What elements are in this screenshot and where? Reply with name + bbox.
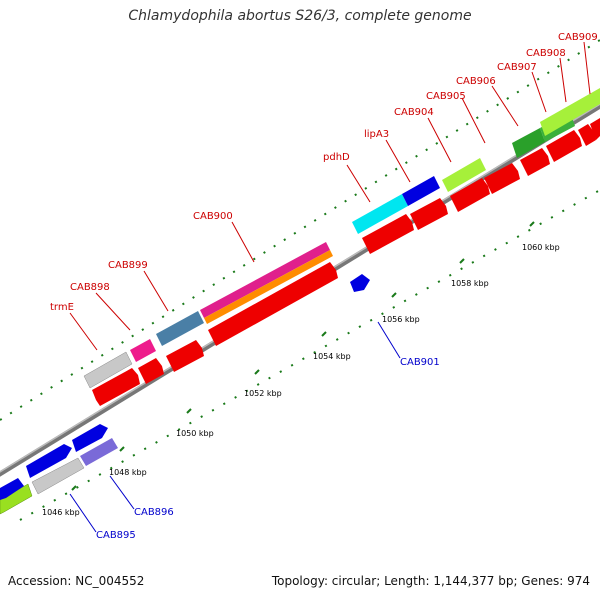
forward-labels: trmE CAB898 CAB899 CAB900 pdhD lipA3 CAB… [50,32,598,313]
major-tick [186,408,192,414]
gene-arrow [362,214,414,254]
gene-label-CAB905: CAB905 [426,91,466,102]
major-tick [71,485,77,491]
gene-label-trmE: trmE [50,302,74,313]
gene-arrow [138,358,164,384]
gene-block [402,176,440,206]
scale-label: 1052 kbp [244,389,282,398]
gene-arrow [166,340,204,372]
gene-block [512,128,545,158]
scale-label: 1054 kbp [313,352,351,361]
scale-label: 1056 kbp [382,315,420,324]
scale-label: 1060 kbp [522,243,560,252]
gene-block [442,158,486,192]
major-tick [119,446,125,452]
topology-stats: Topology: circular; Length: 1,144,377 bp… [271,574,590,588]
gene-label-CAB906: CAB906 [456,76,496,87]
scale-label: 1048 kbp [109,468,147,477]
gene-arrow [26,444,72,478]
major-tick [254,369,260,375]
scale-labels: 1046 kbp 1048 kbp 1050 kbp 1052 kbp 1054… [42,243,560,517]
forward-strand-genes [0,88,600,515]
gene-block [0,483,33,515]
gene-label-lipA3: lipA3 [364,129,389,140]
gene-label-CAB909: CAB909 [558,32,598,43]
gene-block [204,250,333,324]
major-tick [321,331,327,337]
gene-arrow [520,148,550,176]
gene-label-CAB899: CAB899 [108,260,148,271]
gene-arrow [72,424,108,452]
gene-label-CAB904: CAB904 [394,107,434,118]
scale-label: 1050 kbp [176,429,214,438]
reverse-callouts [69,321,401,533]
major-tick [391,292,397,298]
forward-callouts [69,41,591,351]
gene-block [352,194,408,234]
reverse-labels: CAB895 CAB896 CAB901 [96,357,440,541]
reverse-strand-genes [0,274,370,500]
gene-block [156,311,204,346]
scale-label: 1046 kbp [42,508,80,517]
accession-text: Accession: NC_004552 [8,574,145,588]
major-tick [529,221,535,227]
gene-block [540,88,600,136]
upper-tick-row [0,39,600,421]
gene-arrow [590,118,600,140]
gene-label-CAB898: CAB898 [70,282,110,293]
gene-block [83,351,133,389]
gene-arrow [484,163,520,194]
gene-arrow [208,262,338,346]
gene-label-pdhD: pdhD [323,152,350,163]
gene-arrow [410,198,448,230]
gene-arrow [92,368,140,406]
major-tick [459,258,465,264]
scale-tick-row [19,189,600,521]
gene-label-CAB895: CAB895 [96,530,136,541]
gene-block [200,242,330,318]
gene-label-CAB900: CAB900 [193,211,233,222]
gene-label-CAB896: CAB896 [134,507,174,518]
gene-arrow [80,438,118,466]
gene-label-CAB908: CAB908 [526,48,566,59]
gene-arrow [350,274,370,292]
gene-arrow [31,457,85,495]
gene-arrow [546,130,582,162]
gene-arrow [0,478,24,500]
scale-label: 1058 kbp [451,279,489,288]
gene-arrow [578,124,596,146]
gene-label-CAB907: CAB907 [497,62,537,73]
gene-arrow [450,178,490,212]
gene-label-CAB901: CAB901 [400,357,440,368]
map-title: Chlamydophila abortus S26/3, complete ge… [128,8,472,24]
gene-block [130,339,156,362]
red-gene-arrows [92,118,600,406]
